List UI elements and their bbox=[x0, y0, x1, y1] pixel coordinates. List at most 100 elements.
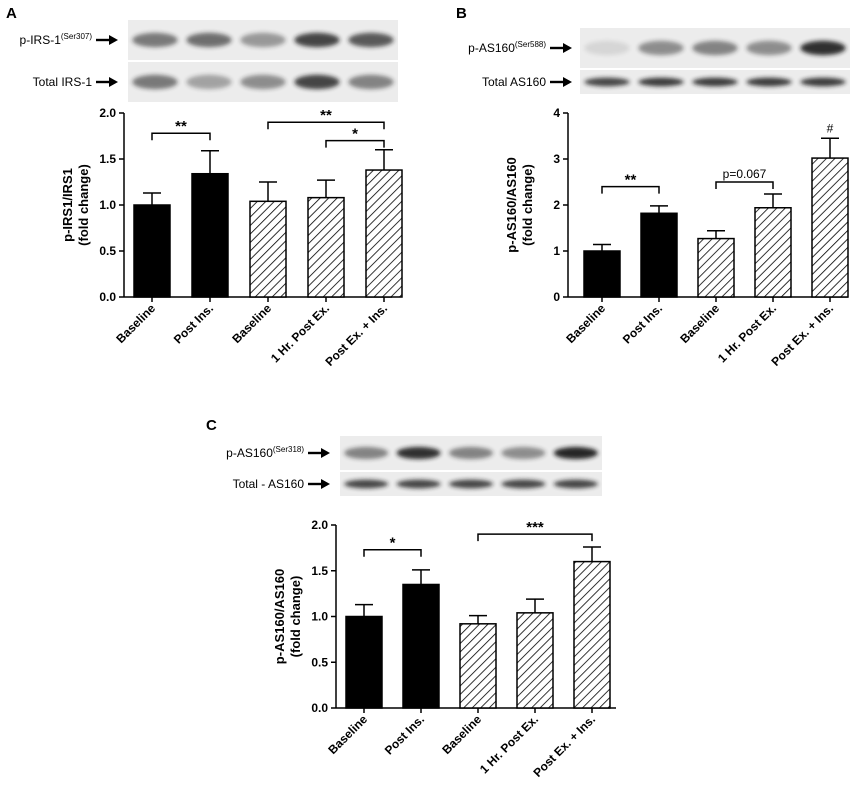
y-tick-label: 0.5 bbox=[311, 655, 328, 669]
arrow-head-icon bbox=[563, 77, 572, 87]
blot-band bbox=[344, 479, 389, 489]
blot-row: Total IRS-1 bbox=[33, 62, 398, 102]
y-tick-label: 1 bbox=[553, 244, 560, 258]
blot-band bbox=[553, 446, 598, 460]
bar bbox=[516, 612, 554, 709]
x-tick-label: Baseline bbox=[439, 712, 484, 757]
bracket-line bbox=[151, 132, 211, 141]
blot-label: Total IRS-1 bbox=[33, 75, 93, 89]
y-tick-label: 0 bbox=[553, 290, 560, 304]
blot-band bbox=[692, 77, 738, 87]
bar bbox=[459, 623, 497, 709]
blot-band bbox=[448, 446, 494, 460]
y-tick-label: 1.5 bbox=[311, 564, 328, 578]
y-axis-label-line2: (fold change) bbox=[520, 164, 535, 246]
panel-b: Bp-AS160(Ser588) Total AS160 0 1 2 3 4 p-AS160/… bbox=[456, 5, 850, 369]
blot-band bbox=[746, 40, 792, 56]
x-tick-label: Post Ins. bbox=[382, 712, 427, 757]
blot-band bbox=[800, 77, 846, 87]
y-axis-label-line2: (fold change) bbox=[288, 576, 303, 658]
panel-letter: C bbox=[206, 417, 217, 434]
bar bbox=[402, 583, 440, 709]
blot-row: Total - AS160 bbox=[233, 472, 602, 496]
y-axis-label: p-AS160/AS160 bbox=[504, 157, 519, 252]
blot-band bbox=[348, 32, 394, 48]
x-tick-label: Baseline bbox=[563, 301, 608, 346]
blot-row: p-IRS-1(Ser307) bbox=[20, 20, 398, 60]
arrow-head-icon bbox=[109, 77, 118, 87]
panel-letter: B bbox=[456, 5, 467, 22]
significance-bracket: *** bbox=[477, 519, 593, 542]
y-axis-label: p-IRS1/IRS1 bbox=[60, 168, 75, 242]
blot-label-superscript: (Ser588) bbox=[515, 40, 546, 49]
x-tick-label: Baseline bbox=[677, 301, 722, 346]
bracket-line bbox=[715, 181, 774, 189]
blot-band bbox=[294, 32, 340, 48]
bar bbox=[249, 200, 287, 298]
blot-band bbox=[501, 479, 546, 489]
blot-band bbox=[132, 74, 178, 90]
bracket-line bbox=[363, 548, 422, 557]
panel-c: Cp-AS160(Ser318) Total - AS160 0.0 0.5 1.0 1.… bbox=[206, 417, 616, 780]
blot-label: p-AS160(Ser588) bbox=[468, 40, 546, 55]
blot-row: p-AS160(Ser318) bbox=[226, 436, 602, 470]
arrow-head-icon bbox=[563, 43, 572, 53]
blot-band bbox=[584, 40, 630, 56]
arrow-head-icon bbox=[321, 448, 330, 458]
blot-band bbox=[692, 40, 738, 56]
y-tick-label: 0.0 bbox=[99, 290, 116, 304]
bar bbox=[133, 204, 171, 298]
x-tick-label: Post Ex. + Ins. bbox=[322, 301, 390, 369]
blot-band bbox=[186, 74, 232, 90]
significance-label: p=0.067 bbox=[723, 167, 767, 181]
blot-label-superscript: (Ser318) bbox=[273, 445, 304, 454]
bar bbox=[365, 169, 403, 298]
significance-bracket: ** bbox=[601, 172, 660, 194]
blot-band bbox=[448, 479, 494, 489]
significance-label: ** bbox=[320, 107, 332, 124]
bar bbox=[345, 615, 383, 709]
x-tick-label: Post Ins. bbox=[620, 301, 665, 346]
panel-letter: A bbox=[6, 5, 17, 22]
y-tick-label: 0.0 bbox=[311, 701, 328, 715]
blot-label: Total - AS160 bbox=[233, 477, 305, 491]
bar bbox=[697, 237, 735, 298]
x-tick-label: 1 Hr. Post Ex. bbox=[715, 301, 779, 365]
arrow-head-icon bbox=[321, 479, 330, 489]
blot-band bbox=[501, 446, 546, 460]
y-tick-label: 1.0 bbox=[311, 610, 328, 624]
bar bbox=[640, 212, 678, 298]
y-tick-label: 1.5 bbox=[99, 152, 116, 166]
significance-bracket: p=0.067 bbox=[715, 167, 774, 189]
x-tick-label: Baseline bbox=[113, 301, 158, 346]
y-tick-label: 1.0 bbox=[99, 198, 116, 212]
blot-band bbox=[240, 32, 286, 48]
x-tick-label: 1 Hr. Post Ex. bbox=[477, 712, 541, 776]
x-tick-label: Baseline bbox=[229, 301, 274, 346]
y-tick-label: 4 bbox=[553, 106, 560, 120]
blot-band bbox=[294, 74, 340, 90]
blot-band bbox=[800, 40, 846, 56]
blot-band bbox=[348, 74, 394, 90]
y-tick-label: 2 bbox=[553, 198, 560, 212]
blot-label: p-AS160(Ser318) bbox=[226, 445, 304, 460]
blot-row: p-AS160(Ser588) bbox=[468, 28, 850, 68]
significance-bracket: ** bbox=[267, 107, 385, 130]
x-tick-label: Post Ins. bbox=[171, 301, 216, 346]
blot-band bbox=[344, 446, 389, 460]
y-tick-label: 2.0 bbox=[311, 518, 328, 532]
significance-label: * bbox=[352, 126, 358, 143]
panel-a: Ap-IRS-1(Ser307) Total IRS-1 0.0 0.5 1.0 1.5 2… bbox=[6, 5, 403, 369]
bracket-line bbox=[325, 139, 385, 148]
significance-label: * bbox=[390, 535, 396, 552]
arrow-head-icon bbox=[109, 35, 118, 45]
blot-label-superscript: (Ser307) bbox=[61, 32, 92, 41]
significance-label: ** bbox=[175, 118, 187, 135]
blot-band bbox=[553, 479, 598, 489]
blot-band bbox=[638, 40, 684, 56]
bar-annotation: # bbox=[827, 121, 834, 135]
blot-band bbox=[396, 479, 441, 489]
blot-band bbox=[584, 77, 630, 87]
significance-bracket: * bbox=[325, 126, 385, 148]
